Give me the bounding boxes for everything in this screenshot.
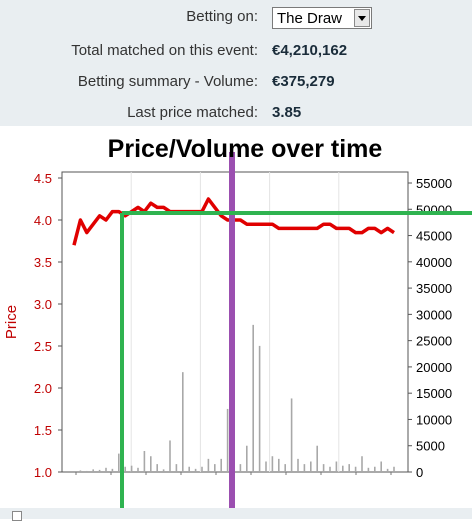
chevron-down-icon[interactable]: [354, 9, 370, 27]
right-axis-tick-label: 20000: [416, 360, 452, 375]
total-matched-label: Total matched on this event:: [71, 42, 258, 59]
betting-on-label: Betting on:: [186, 8, 258, 25]
last-price-label: Last price matched:: [127, 104, 258, 121]
right-axis-tick-label: 15000: [416, 386, 452, 401]
left-axis-tick-label: 1.5: [34, 423, 52, 438]
betting-on-selected-value: The Draw: [277, 10, 343, 27]
right-axis-tick-label: 55000: [416, 176, 452, 191]
right-axis-tick-label: 5000: [416, 439, 445, 454]
right-axis-tick-label: 35000: [416, 281, 452, 296]
betting-on-select[interactable]: The Draw: [272, 7, 372, 29]
right-axis-tick-label: 45000: [416, 229, 452, 244]
right-axis-tick-label: 25000: [416, 334, 452, 349]
left-axis-tick-label: 3.5: [34, 255, 52, 270]
y-axis-label: Price: [3, 305, 20, 339]
event-summary-panel: Betting on: The Draw Total matched on th…: [0, 0, 472, 126]
left-axis-tick-label: 2.0: [34, 381, 52, 396]
total-matched-value: €4,210,162: [272, 42, 348, 59]
right-axis-tick-label: 0: [416, 465, 423, 480]
right-axis-tick-label: 30000: [416, 307, 452, 322]
last-price-value: 3.85: [272, 104, 302, 121]
left-axis-tick-label: 4.0: [34, 213, 52, 228]
last-price-row: Last price matched: 3.85: [0, 100, 472, 126]
right-axis-tick-label: 50000: [416, 202, 452, 217]
volume-row: Betting summary - Volume: €375,279: [0, 69, 472, 95]
left-axis-tick-label: 1.0: [34, 465, 52, 480]
volume-value: €375,279: [272, 73, 335, 90]
volume-label: Betting summary - Volume:: [77, 73, 258, 90]
left-axis-tick-label: 2.5: [34, 339, 52, 354]
bottom-toolbar: [0, 508, 472, 519]
chart-option-checkbox[interactable]: [12, 511, 22, 521]
chart-title: Price/Volume over time: [107, 135, 383, 163]
left-axis-tick-label: 3.0: [34, 297, 52, 312]
total-matched-row: Total matched on this event: €4,210,162: [0, 38, 472, 64]
right-axis-tick-label: 10000: [416, 412, 452, 427]
betting-on-row: Betting on: The Draw: [0, 4, 472, 30]
left-axis-tick-label: 4.5: [34, 171, 52, 186]
right-axis-tick-label: 40000: [416, 255, 452, 270]
